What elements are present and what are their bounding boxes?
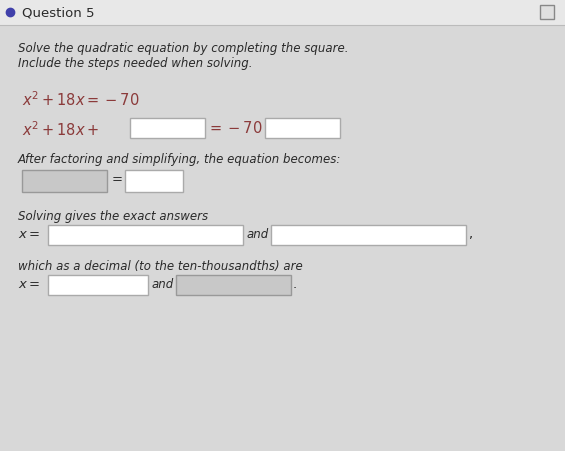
Text: $x^2 + 18x+$: $x^2 + 18x+$: [22, 120, 99, 139]
Text: Question 5: Question 5: [22, 6, 94, 19]
Text: After factoring and simplifying, the equation becomes:: After factoring and simplifying, the equ…: [18, 153, 341, 166]
FancyBboxPatch shape: [22, 170, 107, 192]
Text: $x =$: $x =$: [18, 228, 40, 241]
Text: which as a decimal (to the ten-thousandths) are: which as a decimal (to the ten-thousandt…: [18, 260, 303, 273]
FancyBboxPatch shape: [130, 118, 205, 138]
Text: .: .: [293, 278, 297, 291]
Text: ,: ,: [468, 228, 472, 241]
Text: Include the steps needed when solving.: Include the steps needed when solving.: [18, 57, 253, 70]
FancyBboxPatch shape: [271, 225, 466, 245]
Text: and: and: [152, 278, 174, 291]
Text: ✓: ✓: [544, 8, 553, 18]
FancyBboxPatch shape: [48, 225, 243, 245]
Text: Solving gives the exact answers: Solving gives the exact answers: [18, 210, 208, 223]
Text: Solve the quadratic equation by completing the square.: Solve the quadratic equation by completi…: [18, 42, 349, 55]
Text: $x =$: $x =$: [18, 278, 40, 291]
Text: and: and: [247, 228, 270, 241]
Text: $x^2 + 18x = -70$: $x^2 + 18x = -70$: [22, 90, 140, 109]
FancyBboxPatch shape: [0, 0, 565, 25]
Text: $= -70+$: $= -70+$: [207, 120, 277, 136]
FancyBboxPatch shape: [265, 118, 340, 138]
FancyBboxPatch shape: [48, 275, 148, 295]
FancyBboxPatch shape: [540, 5, 554, 19]
FancyBboxPatch shape: [125, 170, 183, 192]
FancyBboxPatch shape: [0, 25, 565, 451]
Text: =: =: [112, 173, 123, 186]
FancyBboxPatch shape: [176, 275, 291, 295]
